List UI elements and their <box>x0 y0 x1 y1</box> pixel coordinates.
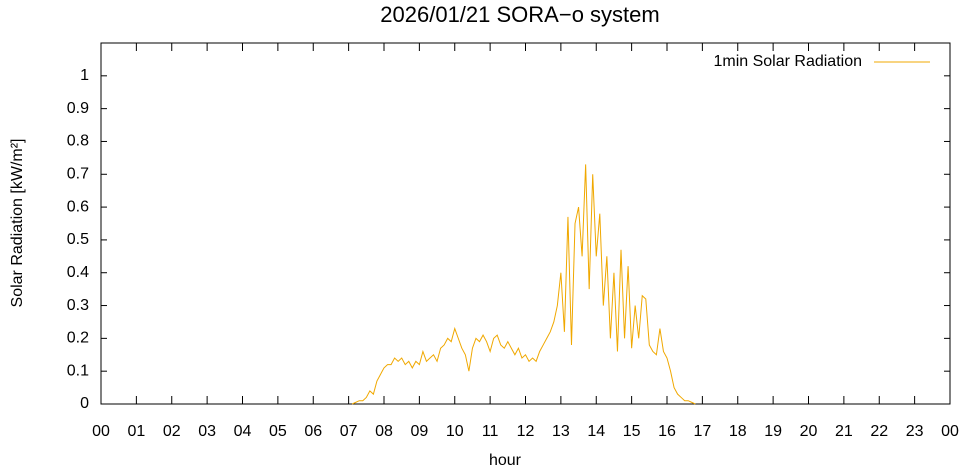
data-line <box>351 164 696 405</box>
x-tick-label: 21 <box>835 423 853 440</box>
x-tick-label: 11 <box>482 423 499 440</box>
x-tick-label: 15 <box>623 423 641 440</box>
y-tick-label: 0.1 <box>67 362 89 379</box>
x-tick-label: 00 <box>92 423 110 440</box>
x-tick-label: 06 <box>304 423 322 440</box>
x-tick-label: 13 <box>552 423 570 440</box>
y-tick-label: 0.7 <box>67 165 89 182</box>
plot-frame <box>100 42 951 405</box>
y-tick-label: 0.6 <box>67 198 89 215</box>
x-tick-label: 20 <box>800 423 818 440</box>
y-tick-label: 0.5 <box>67 231 89 248</box>
x-tick-label: 16 <box>658 423 676 440</box>
x-tick-label: 04 <box>234 423 252 440</box>
y-tick-label: 0.9 <box>67 100 89 117</box>
y-tick-label: 0.2 <box>67 330 89 347</box>
x-tick-label: 17 <box>693 423 711 440</box>
x-tick-label: 23 <box>906 423 924 440</box>
x-axis-label: hour <box>489 452 522 469</box>
x-tick-label: 02 <box>163 423 181 440</box>
y-tick-label: 0.4 <box>67 264 89 281</box>
x-tick-label: 08 <box>375 423 393 440</box>
y-tick-label: 0.3 <box>67 297 89 314</box>
x-tick-label: 05 <box>269 423 287 440</box>
x-tick-label: 09 <box>410 423 428 440</box>
chart-title: 2026/01/21 SORA−o system <box>380 2 659 27</box>
x-tick-label: 01 <box>127 423 145 440</box>
x-tick-label: 18 <box>729 423 747 440</box>
y-axis-label: Solar Radiation [kW/m²] <box>9 139 26 308</box>
legend-label: 1min Solar Radiation <box>713 53 862 70</box>
x-tick-label: 19 <box>764 423 782 440</box>
x-tick-label: 03 <box>198 423 216 440</box>
y-tick-label: 0 <box>80 395 89 412</box>
x-tick-label: 10 <box>446 423 464 440</box>
y-tick-label: 1 <box>80 67 89 84</box>
x-tick-label: 14 <box>587 423 605 440</box>
x-tick-label: 12 <box>517 423 535 440</box>
x-tick-label: 07 <box>340 423 358 440</box>
y-tick-label: 0.8 <box>67 133 89 150</box>
x-tick-label: 22 <box>870 423 888 440</box>
x-tick-label: 00 <box>941 423 959 440</box>
